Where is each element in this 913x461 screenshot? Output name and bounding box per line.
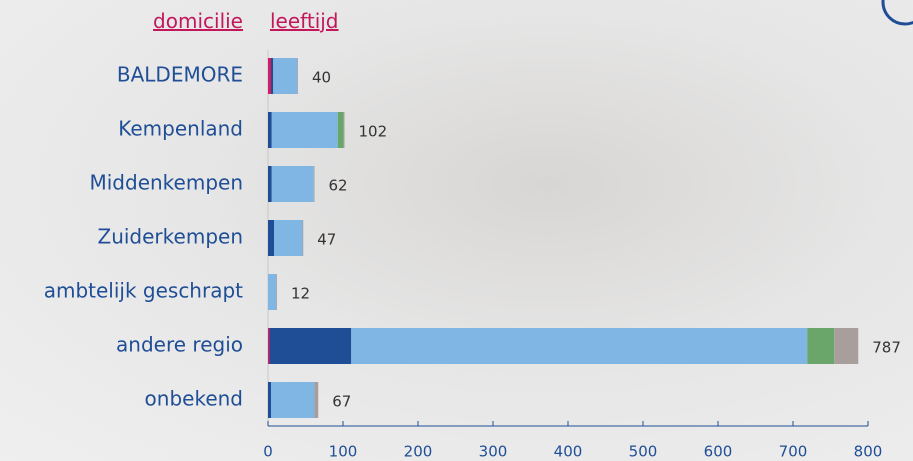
tab[interactable]: domicilie: [153, 9, 243, 33]
bar-segment: [271, 58, 274, 94]
total-label: 787: [872, 339, 901, 357]
tab[interactable]: leeftijd: [270, 9, 339, 33]
x-tick-label: 300: [479, 443, 508, 461]
bar-segment: [274, 220, 303, 256]
category-label: andere regio: [116, 333, 243, 357]
bar-segment: [268, 328, 270, 364]
bar-segment: [313, 166, 315, 202]
category-label: Middenkempen: [89, 171, 243, 195]
bar-segment: [268, 274, 277, 310]
bar-segment: [834, 328, 859, 364]
bar-segment: [297, 58, 298, 94]
x-tick-label: 200: [404, 443, 433, 461]
bar-segment: [302, 220, 304, 256]
bar-segment: [276, 274, 277, 310]
bar-segment: [269, 328, 352, 364]
bar-segment: [314, 382, 319, 418]
total-label: 47: [317, 231, 336, 249]
x-tick-label: 500: [629, 443, 658, 461]
total-label: 67: [332, 393, 351, 411]
x-tick-label: 100: [329, 443, 358, 461]
bar-segment: [268, 58, 271, 94]
category-label: Zuiderkempen: [98, 225, 244, 249]
total-label: 62: [329, 177, 348, 195]
x-tick-label: 700: [779, 443, 808, 461]
total-label: 12: [291, 285, 310, 303]
x-tick-label: 800: [854, 443, 883, 461]
total-label: 102: [359, 123, 388, 141]
bar-segment: [351, 328, 808, 364]
bar-segment: [268, 220, 274, 256]
bar-segment: [268, 112, 272, 148]
x-tick-label: 400: [554, 443, 583, 461]
bar-segment: [268, 166, 272, 202]
bar-segment: [343, 112, 345, 148]
bar-segment: [337, 112, 344, 148]
bar-segment: [273, 58, 298, 94]
bar-segment: [807, 328, 835, 364]
bar-segment: [271, 382, 315, 418]
category-label: Kempenland: [118, 117, 243, 141]
x-tick-label: 600: [704, 443, 733, 461]
bar-segment: [271, 166, 314, 202]
bar-segment: [268, 382, 271, 418]
total-label: 40: [312, 69, 331, 87]
icon: [881, 0, 913, 26]
bar-segment: [271, 112, 338, 148]
category-label: onbekend: [145, 387, 243, 411]
category-label: BALDEMORE: [117, 63, 243, 87]
x-tick-label: 0: [263, 443, 273, 461]
category-label: ambtelijk geschrapt: [44, 279, 243, 303]
